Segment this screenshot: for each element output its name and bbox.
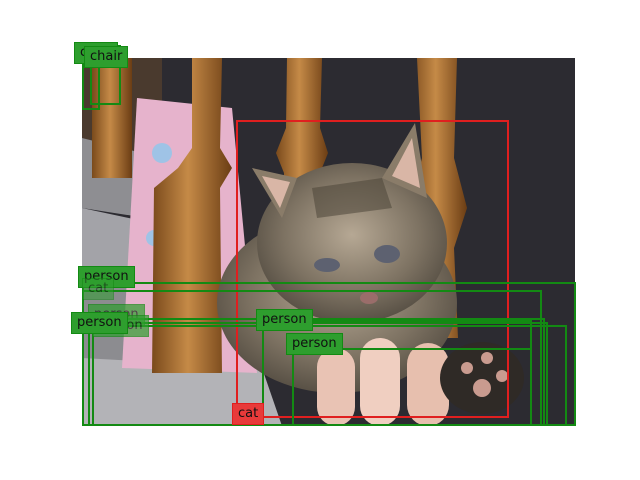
detection-box: [236, 120, 509, 418]
detection-label: person: [286, 333, 343, 355]
detection-box: [82, 322, 548, 426]
detection-label: chair: [84, 46, 129, 68]
detection-label: person: [256, 309, 313, 331]
detection-label: cat: [82, 278, 115, 300]
detection-label: person: [71, 312, 128, 334]
detection-label: cat: [232, 403, 265, 425]
